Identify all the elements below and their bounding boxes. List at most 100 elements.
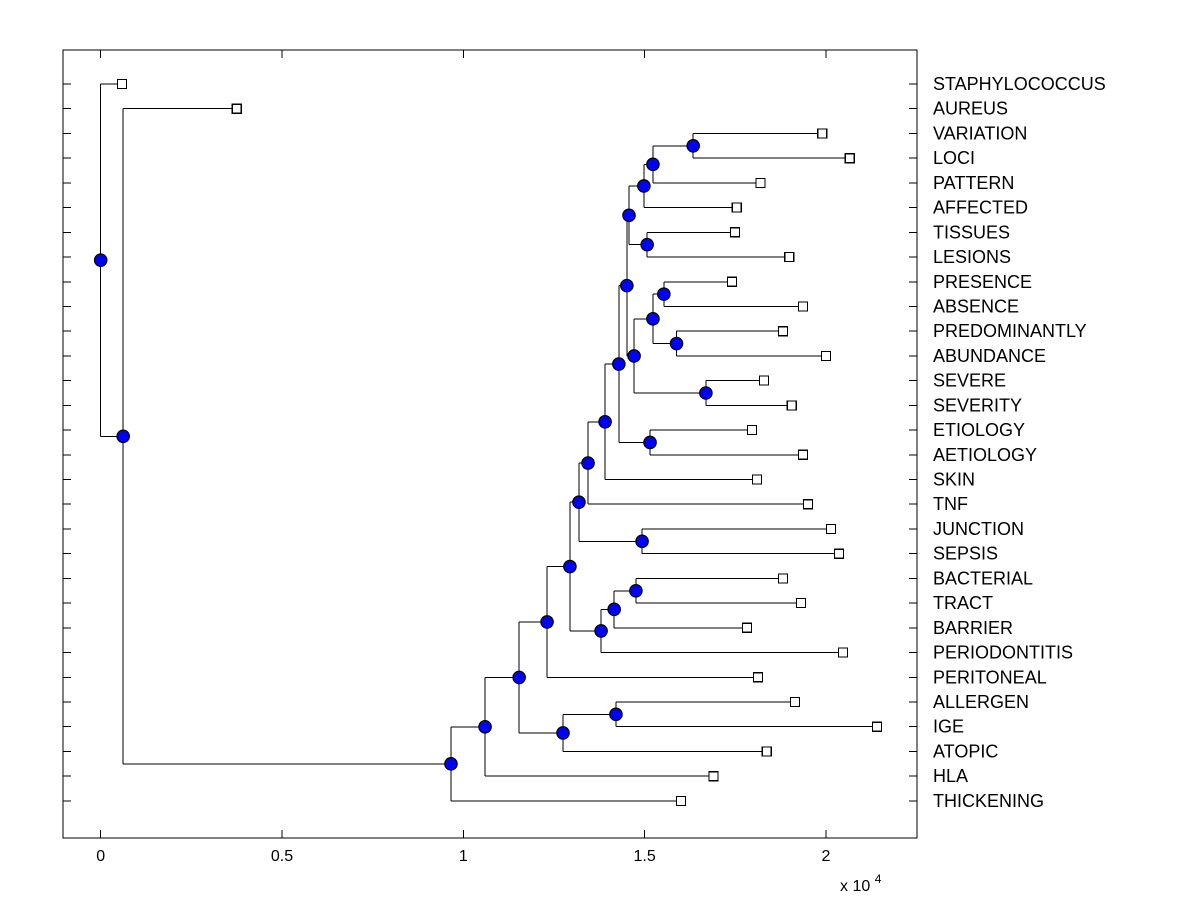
leaf-marker xyxy=(761,746,772,757)
leaf-marker xyxy=(708,771,719,782)
internal-node-marker xyxy=(657,287,671,301)
internal-node-marker xyxy=(620,278,634,293)
leaf-marker xyxy=(817,128,828,139)
leaf-label: PERITONEAL xyxy=(933,667,1047,687)
leaf-marker xyxy=(844,153,855,164)
leaf-marker xyxy=(116,78,128,90)
leaf-label: JUNCTION xyxy=(933,519,1024,539)
internal-node-marker xyxy=(699,386,713,400)
leaf-label: LOCI xyxy=(933,148,975,168)
leaf-marker xyxy=(786,400,797,411)
leaf-marker xyxy=(741,622,752,633)
leaf-label: VARIATION xyxy=(933,123,1027,143)
internal-node-marker xyxy=(637,179,651,193)
leaf-label: ALLERGEN xyxy=(933,692,1029,712)
leaf-label: TNF xyxy=(933,494,968,514)
leaf-marker xyxy=(729,227,740,238)
leaf-label: ABUNDANCE xyxy=(933,346,1046,366)
leaf-label: ATOPIC xyxy=(933,741,998,761)
leaf-marker xyxy=(758,375,769,386)
internal-node-marker xyxy=(572,495,586,509)
internal-node-marker xyxy=(556,726,570,740)
leaf-marker xyxy=(871,721,883,732)
internal-node-marker xyxy=(686,139,700,153)
leaf-marker xyxy=(797,449,809,460)
leaf-marker xyxy=(755,177,766,188)
internal-node-marker xyxy=(629,583,643,598)
x-tick-label: 0 xyxy=(96,848,105,865)
x-tick-label: 0.5 xyxy=(271,848,293,865)
leaf-marker xyxy=(789,696,801,708)
leaf-marker xyxy=(795,598,806,609)
leaf-label: AUREUS xyxy=(933,99,1008,119)
leaf-marker xyxy=(726,276,738,287)
internal-node-marker xyxy=(116,429,130,444)
x-tick-label: 2 xyxy=(821,848,830,865)
plot-box xyxy=(62,49,918,839)
internal-node-marker xyxy=(646,312,660,326)
leaf-marker xyxy=(751,474,763,485)
leaf-label: LESIONS xyxy=(933,247,1011,267)
leaf-label: IGE xyxy=(933,717,964,737)
internal-node-marker xyxy=(478,719,492,734)
x-tick-label: 1 xyxy=(459,848,468,865)
x-tick-label: 1.5 xyxy=(633,848,655,865)
leaf-label: SKIN xyxy=(933,470,975,490)
leaf-label: PREDOMINANTLY xyxy=(933,321,1087,341)
leaf-label: PRESENCE xyxy=(933,272,1032,292)
leaf-label: STAPHYLOCOCCUS xyxy=(933,74,1106,94)
internal-node-marker xyxy=(581,456,595,470)
leaf-label: BARRIER xyxy=(933,618,1013,638)
leaf-label: SEPSIS xyxy=(933,544,998,564)
leaf-marker xyxy=(797,301,809,312)
internal-node-marker xyxy=(540,615,554,629)
leaf-label: TISSUES xyxy=(933,222,1010,242)
axis-multiplier-label: x 10 4 xyxy=(840,872,882,895)
leaf-label: AETIOLOGY xyxy=(933,445,1037,465)
internal-node-marker xyxy=(609,707,623,722)
leaf-marker xyxy=(778,326,789,337)
leaf-marker xyxy=(752,672,764,683)
internal-node-marker xyxy=(512,670,526,685)
leaf-marker xyxy=(820,350,832,362)
leaf-marker xyxy=(803,499,814,510)
leaf-label: ETIOLOGY xyxy=(933,420,1025,440)
leaf-label: THICKENING xyxy=(933,791,1044,811)
internal-node-marker xyxy=(635,534,649,549)
leaf-marker xyxy=(746,424,758,436)
leaf-marker xyxy=(784,251,795,263)
internal-node-marker xyxy=(598,414,612,429)
internal-node-marker xyxy=(594,624,608,638)
leaf-label: ABSENCE xyxy=(933,296,1019,316)
leaf-marker xyxy=(825,523,837,535)
leaf-label: SEVERITY xyxy=(933,395,1022,415)
internal-node-marker xyxy=(646,157,660,172)
leaf-marker xyxy=(675,795,686,806)
leaf-label: PATTERN xyxy=(933,173,1014,193)
leaf-label: AFFECTED xyxy=(933,198,1028,218)
internal-node-marker xyxy=(93,253,108,267)
internal-node-marker xyxy=(563,559,577,574)
leaf-marker xyxy=(837,647,849,658)
internal-node-marker xyxy=(627,349,641,363)
leaf-label: HLA xyxy=(933,766,968,786)
leaf-label: BACTERIAL xyxy=(933,568,1033,588)
internal-node-marker xyxy=(444,757,458,771)
internal-node-marker xyxy=(612,357,626,371)
leaf-label: SEVERE xyxy=(933,371,1006,391)
internal-node-marker xyxy=(640,237,654,252)
leaf-label: TRACT xyxy=(933,593,993,613)
leaf-label: PERIODONTITIS xyxy=(933,643,1073,663)
axis-multiplier-exponent: 4 xyxy=(875,872,882,886)
leaf-marker xyxy=(231,103,242,114)
internal-node-marker xyxy=(669,336,684,351)
leaf-marker xyxy=(731,202,742,213)
internal-node-marker xyxy=(643,435,657,450)
internal-node-marker xyxy=(607,602,621,617)
leaf-marker xyxy=(833,548,845,559)
internal-node-marker xyxy=(622,208,636,223)
leaf-marker xyxy=(778,573,789,584)
